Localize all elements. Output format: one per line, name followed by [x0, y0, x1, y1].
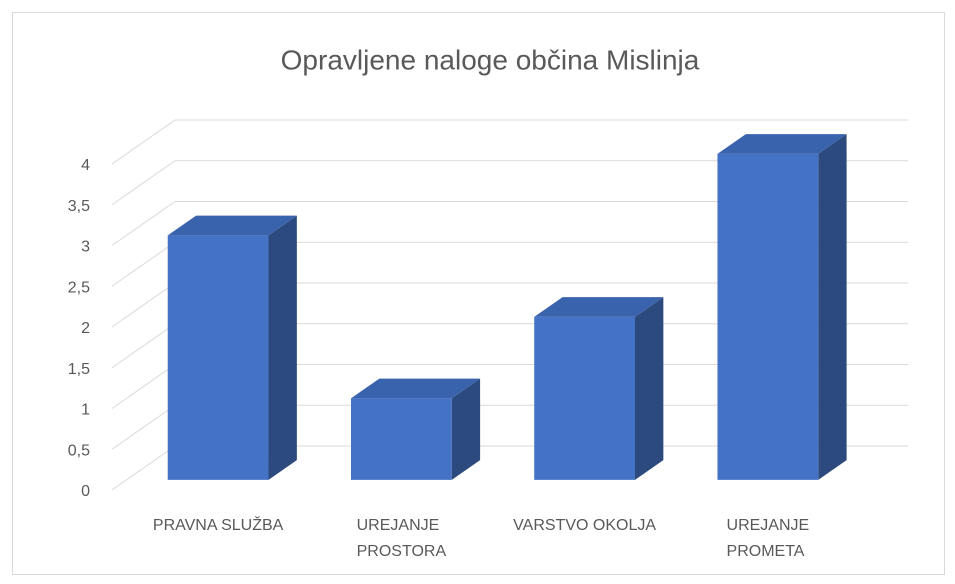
bar-side — [818, 134, 847, 480]
bar-side — [635, 297, 664, 480]
bar-front — [167, 235, 269, 480]
bar-front — [350, 398, 452, 480]
x-tick-label: PRAVNA SLUŽBA — [153, 515, 284, 534]
bar-side — [268, 215, 297, 480]
grid-line-depth — [111, 282, 176, 328]
bar — [717, 134, 847, 480]
x-tick-label: VARSTVO OKOLJA — [513, 517, 656, 534]
y-tick-label: 3 — [81, 239, 90, 256]
bar-top — [534, 297, 664, 317]
bar-side — [451, 378, 481, 480]
grid-line-depth — [111, 404, 176, 450]
bar-front — [534, 316, 636, 480]
y-tick-label: 0,5 — [68, 442, 90, 459]
grid-line-depth — [111, 160, 176, 206]
grid-line-depth — [111, 445, 176, 491]
x-tick-label: UREJANJE PROSTORA — [357, 517, 447, 560]
bar — [534, 297, 664, 480]
bar — [167, 215, 297, 480]
bar-front — [717, 153, 819, 480]
chart-title: Opravljene naloge občina Mislinja — [281, 44, 700, 75]
grid-line-depth — [111, 201, 176, 246]
y-tick-label: 1,5 — [68, 361, 90, 378]
grid-line-depth — [111, 364, 176, 409]
grid-line-depth — [111, 241, 176, 287]
x-tick-label: UREJANJE PROMETA — [727, 517, 810, 560]
y-tick-label: 2,5 — [68, 279, 90, 296]
bar-top — [717, 134, 847, 154]
grid-line-depth — [111, 323, 176, 369]
y-tick-label: 3,5 — [68, 198, 90, 215]
y-tick-label: 2 — [81, 320, 90, 337]
bar-top — [350, 378, 481, 399]
bar — [350, 378, 481, 480]
x-tick-label-line: PROMETA — [727, 543, 805, 560]
bar-top — [167, 215, 297, 236]
y-tick-label: 0 — [81, 483, 90, 500]
x-tick-label-line: UREJANJE — [727, 517, 810, 534]
x-tick-label-line: PROSTORA — [357, 543, 447, 560]
y-tick-label: 1 — [81, 402, 90, 419]
x-tick-label-line: UREJANJE — [357, 517, 440, 534]
grid-line-depth — [111, 119, 176, 165]
y-tick-label: 4 — [81, 157, 90, 174]
